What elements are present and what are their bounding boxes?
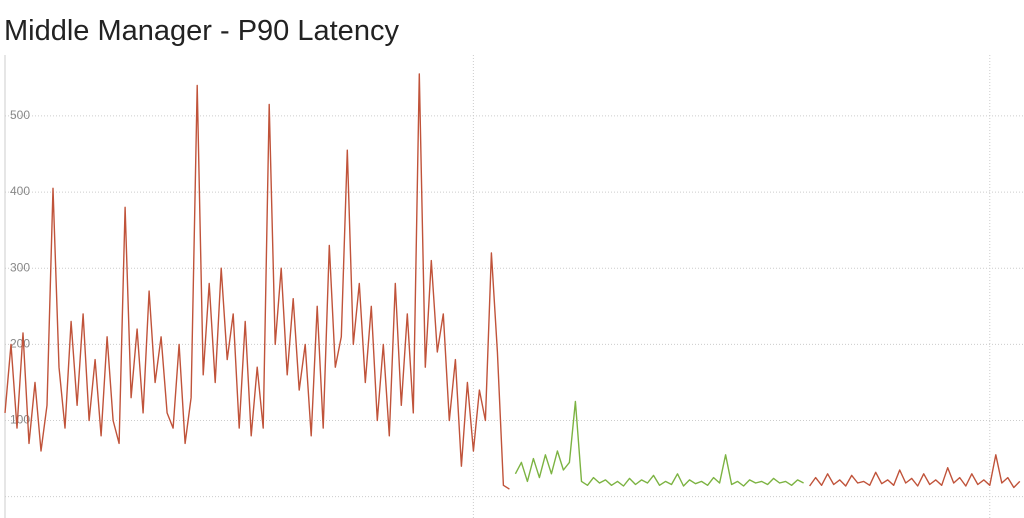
y-tick-label: 300 <box>10 260 30 274</box>
line <box>4 73 1021 490</box>
y-tick-label: 400 <box>10 184 30 198</box>
y-tick-label: 500 <box>10 108 30 122</box>
y-tick-label: 100 <box>10 413 30 427</box>
y-tick-label: 200 <box>10 337 30 351</box>
line <box>514 400 804 487</box>
chart-title: Middle Manager - P90 Latency <box>4 15 399 47</box>
